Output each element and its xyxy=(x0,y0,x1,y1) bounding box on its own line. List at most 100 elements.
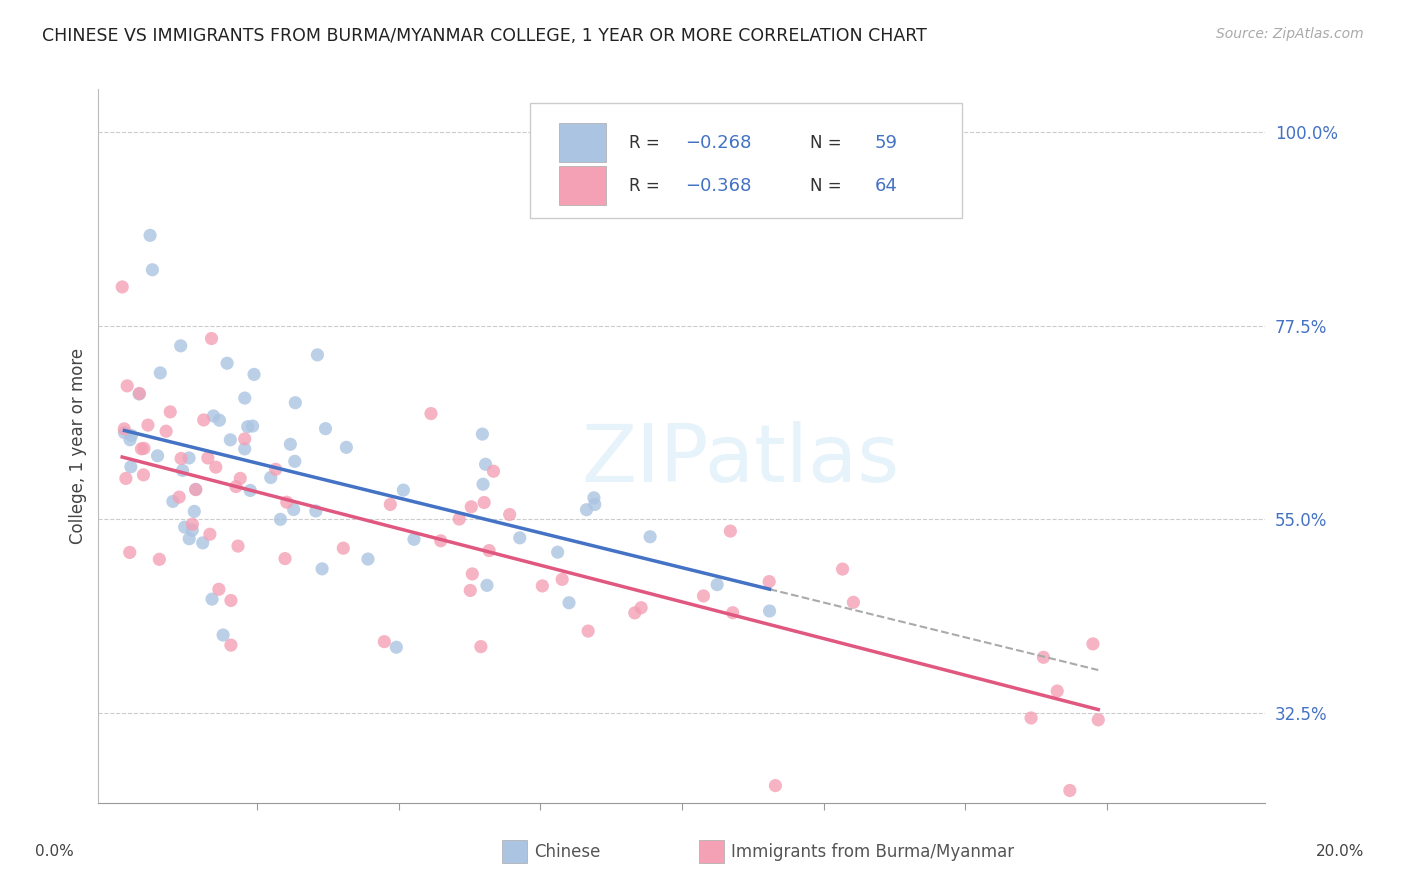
Point xyxy=(718,524,741,538)
Point xyxy=(239,483,262,498)
Point xyxy=(706,577,728,591)
Point xyxy=(311,562,333,576)
Point xyxy=(332,541,354,556)
Point xyxy=(692,589,714,603)
Point xyxy=(284,454,307,468)
Point xyxy=(429,533,451,548)
Point xyxy=(460,500,482,514)
Text: CHINESE VS IMMIGRANTS FROM BURMA/MYANMAR COLLEGE, 1 YEAR OR MORE CORRELATION CHA: CHINESE VS IMMIGRANTS FROM BURMA/MYANMAR… xyxy=(42,27,927,45)
Point xyxy=(212,628,235,642)
Point xyxy=(721,606,744,620)
Point xyxy=(148,552,170,566)
Text: 0.0%: 0.0% xyxy=(35,845,75,859)
Point xyxy=(558,596,581,610)
Point xyxy=(132,442,155,456)
Point xyxy=(181,523,204,537)
Point xyxy=(280,437,302,451)
Text: Immigrants from Burma/Myanmar: Immigrants from Burma/Myanmar xyxy=(731,843,1014,861)
Point xyxy=(202,409,225,423)
Text: Source: ZipAtlas.com: Source: ZipAtlas.com xyxy=(1216,27,1364,41)
Point xyxy=(159,405,181,419)
Point xyxy=(551,573,574,587)
Point xyxy=(380,497,402,511)
Point xyxy=(120,459,142,474)
Point xyxy=(264,462,287,476)
Point xyxy=(335,440,357,454)
Point xyxy=(219,638,242,652)
Point xyxy=(1059,783,1081,797)
Point xyxy=(141,262,163,277)
Point xyxy=(276,495,298,509)
Point xyxy=(283,502,305,516)
Point xyxy=(114,425,136,440)
Point xyxy=(177,450,200,465)
Point xyxy=(146,449,169,463)
Point xyxy=(307,348,329,362)
Point xyxy=(758,574,780,589)
Y-axis label: College, 1 year or more: College, 1 year or more xyxy=(69,348,87,544)
Text: ZIPatlas: ZIPatlas xyxy=(581,421,900,500)
Point xyxy=(172,463,194,477)
Point xyxy=(385,640,408,655)
Point xyxy=(219,433,242,447)
Text: −0.368: −0.368 xyxy=(685,177,752,194)
Point xyxy=(136,418,159,433)
Text: 64: 64 xyxy=(875,177,897,194)
Point xyxy=(181,517,204,532)
Point xyxy=(208,413,231,427)
Point xyxy=(200,332,222,346)
Point xyxy=(184,483,207,497)
Point xyxy=(173,520,195,534)
Point xyxy=(315,422,337,436)
Point xyxy=(236,419,259,434)
Point xyxy=(233,442,256,456)
Point xyxy=(630,600,652,615)
Point xyxy=(112,422,135,436)
FancyBboxPatch shape xyxy=(560,166,606,205)
Point xyxy=(191,536,214,550)
Point xyxy=(217,356,239,370)
Text: 59: 59 xyxy=(875,134,897,152)
Point xyxy=(226,539,249,553)
Point xyxy=(269,512,291,526)
Point xyxy=(183,504,205,518)
Point xyxy=(170,451,193,466)
Point xyxy=(638,530,661,544)
FancyBboxPatch shape xyxy=(530,103,962,218)
Text: N =: N = xyxy=(810,134,848,152)
Point xyxy=(208,582,231,597)
Point xyxy=(132,467,155,482)
Point xyxy=(763,779,786,793)
Point xyxy=(547,545,569,559)
Point xyxy=(357,552,380,566)
Text: 20.0%: 20.0% xyxy=(1316,845,1364,859)
Text: R =: R = xyxy=(630,177,665,194)
Point xyxy=(458,583,481,598)
Point xyxy=(118,545,141,559)
Point xyxy=(470,640,492,654)
Point xyxy=(233,432,256,446)
Point xyxy=(201,592,224,607)
Point xyxy=(472,477,495,491)
Point xyxy=(243,368,266,382)
Point xyxy=(449,512,471,526)
Point xyxy=(575,502,598,516)
Point xyxy=(509,531,531,545)
Point xyxy=(120,428,142,442)
Point xyxy=(111,280,134,294)
Point xyxy=(242,419,264,434)
Point xyxy=(155,424,177,438)
Point xyxy=(623,606,645,620)
Point xyxy=(198,527,221,541)
Text: Chinese: Chinese xyxy=(534,843,600,861)
Text: R =: R = xyxy=(630,134,665,152)
Point xyxy=(139,228,162,243)
Point xyxy=(392,483,415,497)
Point xyxy=(115,379,138,393)
Point xyxy=(118,433,141,447)
Point xyxy=(373,634,395,648)
Point xyxy=(128,387,150,401)
Point xyxy=(474,457,496,471)
Point xyxy=(831,562,853,576)
Point xyxy=(219,593,242,607)
